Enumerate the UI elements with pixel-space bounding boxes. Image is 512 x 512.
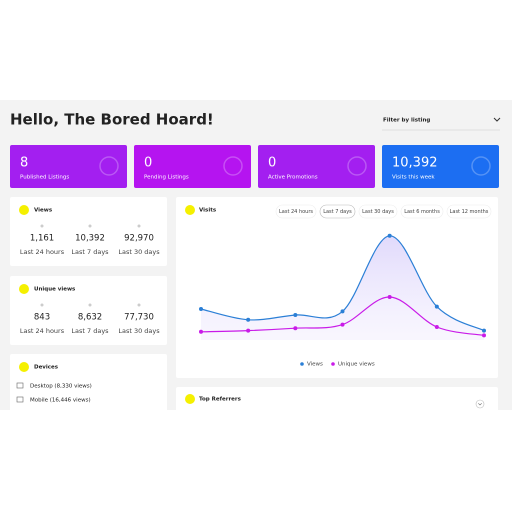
metric-value: 92,970	[124, 234, 154, 244]
card-title: Views	[34, 208, 53, 214]
metric-label: Last 30 days	[118, 327, 160, 335]
metric-label: Last 30 days	[118, 248, 160, 256]
filter-dropdown[interactable]: Filter by listing	[383, 118, 430, 124]
point	[434, 304, 439, 309]
range-button[interactable]	[446, 204, 492, 219]
metric-value: 843	[34, 313, 50, 323]
range-button[interactable]	[319, 204, 356, 219]
card	[10, 276, 167, 345]
metric-icon	[88, 303, 92, 307]
point	[340, 309, 345, 314]
icon	[19, 284, 29, 294]
range-button[interactable]	[275, 204, 317, 219]
stat-value: 8	[20, 156, 28, 171]
chevron	[493, 117, 501, 122]
point	[246, 317, 251, 322]
range-button[interactable]	[400, 204, 444, 219]
point	[387, 295, 392, 299]
range-label[interactable]: Last 24 hours	[279, 209, 313, 215]
stat-icon	[223, 156, 243, 176]
point	[199, 329, 203, 334]
stat-card	[134, 145, 251, 188]
range-label[interactable]: Last 6 months	[404, 209, 440, 215]
metric-value: 77,730	[124, 313, 154, 323]
range-label[interactable]: Last 12 months	[450, 209, 489, 215]
metric-icon	[88, 224, 92, 228]
icon	[185, 394, 195, 404]
point	[293, 326, 298, 331]
point	[482, 328, 486, 333]
metric-label: Last 24 hours	[20, 248, 65, 256]
device-icon	[16, 382, 24, 389]
card	[10, 354, 167, 414]
stat-value: 0	[268, 156, 276, 171]
metric-label: Last 7 days	[71, 248, 109, 256]
card-title: Devices	[34, 365, 59, 371]
point	[387, 233, 392, 238]
device-item: Mobile (16,446 views)	[30, 398, 91, 404]
legend-swatch	[331, 362, 335, 366]
metric-icon	[40, 303, 44, 307]
card-title: Visits	[199, 208, 217, 214]
stat-icon	[471, 156, 491, 176]
stat-icon	[99, 156, 119, 176]
legend-label: Unique views	[338, 362, 375, 368]
card	[176, 387, 498, 417]
point	[199, 307, 203, 311]
stat-label: Active Promotions	[268, 175, 318, 181]
metric-value: 10,392	[75, 234, 105, 244]
metric-label: Last 7 days	[71, 327, 109, 335]
metric-icon	[137, 303, 141, 307]
icon	[19, 362, 29, 372]
point	[293, 313, 298, 317]
device-item: Desktop (8,330 views)	[30, 384, 92, 390]
card-title: Unique views	[34, 287, 76, 293]
card	[176, 197, 498, 378]
range-label[interactable]: Last 30 days	[362, 209, 394, 215]
point	[434, 325, 439, 329]
stat-label: Visits this week	[392, 175, 435, 181]
stat-label: Pending Listings	[144, 175, 189, 181]
metric-icon	[40, 224, 44, 228]
metric-value: 1,161	[30, 234, 54, 244]
icon	[185, 205, 195, 215]
area	[201, 235, 484, 340]
footer	[0, 410, 512, 512]
icon	[19, 205, 29, 215]
point	[482, 333, 486, 338]
card	[10, 197, 167, 266]
stat-value: 0	[144, 156, 152, 171]
legend-swatch	[300, 362, 304, 366]
metric-label: Last 24 hours	[20, 327, 65, 335]
stat-card	[258, 145, 375, 188]
stat-card	[382, 145, 499, 188]
page-title: Hello, The Bored Hoard!	[10, 111, 214, 129]
point	[246, 328, 251, 333]
stat-card	[10, 145, 127, 188]
expand-button[interactable]	[475, 399, 485, 409]
stat-icon	[347, 156, 367, 176]
range-label[interactable]: Last 7 days	[323, 209, 352, 215]
point	[340, 322, 345, 327]
range-button[interactable]	[358, 204, 398, 219]
card-title: Top Referrers	[199, 397, 242, 403]
stat-value: 10,392	[392, 156, 438, 171]
legend-label: Views	[307, 362, 323, 368]
device-icon	[16, 396, 24, 403]
metric-icon	[137, 224, 141, 228]
metric-value: 8,632	[78, 313, 102, 323]
chevron	[478, 403, 482, 406]
stat-label: Published Listings	[20, 175, 69, 181]
